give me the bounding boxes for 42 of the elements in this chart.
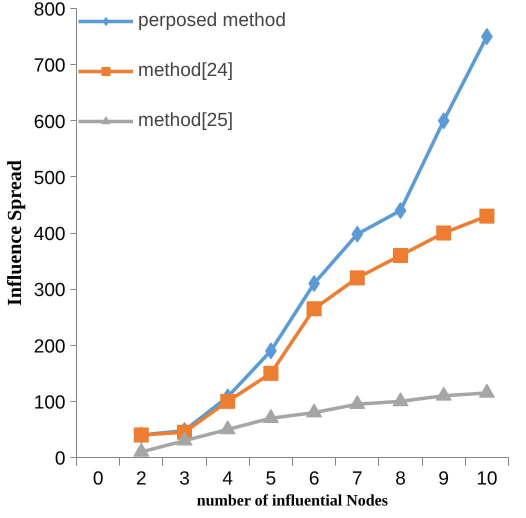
y-tick-label: 700 [34, 56, 66, 77]
point [392, 392, 408, 406]
x-tick-label: 3 [179, 468, 190, 490]
y-tick-label: 200 [34, 336, 66, 358]
legend-label: method[25] [138, 110, 234, 132]
y-tick-label: 100 [34, 392, 66, 414]
point [393, 248, 408, 263]
y-tick-label: 800 [34, 0, 66, 20]
x-tick-label: 5 [266, 468, 276, 490]
point [479, 208, 494, 224]
y-tick-label: 300 [34, 280, 66, 302]
point [133, 442, 150, 457]
y-axis-title: Influence Spread [4, 160, 26, 306]
legend-label: perposed method [138, 10, 286, 32]
x-tick-label: 10 [476, 468, 498, 490]
x-tick-label: 8 [395, 468, 406, 490]
x-tick-label: 6 [308, 468, 320, 490]
point [262, 409, 279, 424]
point [220, 394, 236, 409]
point [350, 270, 365, 286]
x-tick-label: 9 [438, 468, 449, 490]
point [436, 226, 452, 240]
x-tick-label: 0 [92, 468, 104, 490]
point [220, 420, 236, 434]
y-tick-label: 500 [34, 168, 66, 189]
point [438, 112, 450, 130]
point [176, 432, 192, 446]
y-tick-label: 600 [34, 112, 66, 133]
legend-label: method[24] [138, 60, 234, 82]
point [306, 403, 322, 418]
x-axis-title: number of influential Nodes [196, 492, 388, 510]
x-tick-label: 4 [222, 468, 234, 490]
point [351, 226, 364, 243]
x-tick-label: 2 [136, 468, 147, 490]
x-tick-label: 7 [352, 468, 363, 490]
y-tick-label: 0 [54, 448, 66, 470]
point [478, 384, 495, 398]
point [263, 366, 278, 381]
point [436, 386, 452, 401]
point [306, 301, 322, 316]
y-tick-label: 400 [34, 224, 66, 245]
point [349, 395, 366, 410]
